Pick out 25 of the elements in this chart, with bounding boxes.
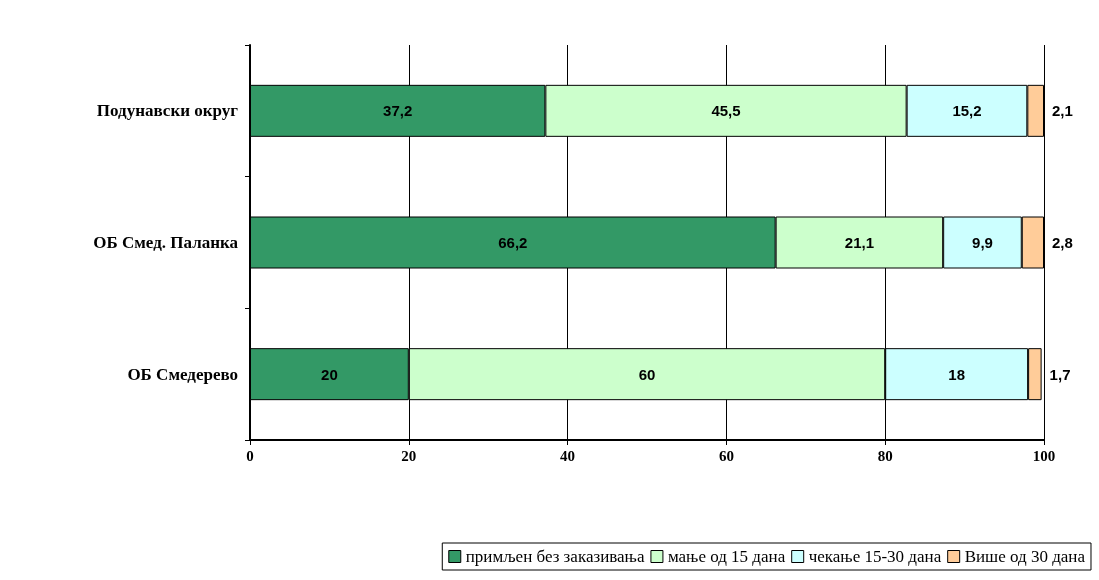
y-tick-label: ОБ Смедерево	[127, 364, 238, 384]
y-tick-label: Подунавски округ	[96, 101, 239, 121]
data-label: 66,2	[498, 234, 528, 251]
data-label: 60	[638, 365, 656, 383]
x-tick-label: 40	[560, 447, 576, 464]
x-tick-label: 20	[401, 447, 417, 464]
data-label: 45,5	[711, 102, 741, 120]
legend-label: Више од 30 дана	[964, 547, 1086, 566]
y-tick-label: ОБ Смед. Паланка	[93, 233, 239, 252]
x-tick-label: 60	[718, 447, 734, 464]
data-label: 37,2	[383, 102, 413, 120]
legend-label: примљен без заказивања	[465, 547, 645, 566]
data-label: 1,7	[1049, 365, 1071, 383]
x-tick-label: 100	[1032, 447, 1056, 464]
data-label: 21,1	[844, 234, 874, 251]
data-label: 9,9	[972, 234, 993, 251]
data-label: 15,2	[952, 102, 982, 120]
data-label: 20	[321, 365, 338, 383]
legend-label: мање од 15 дана	[667, 547, 786, 566]
data-label: 18	[948, 365, 965, 383]
x-tick-label: 0	[246, 447, 254, 464]
x-tick-label: 80	[877, 447, 893, 464]
legend-label: чекање 15-30 дана	[808, 547, 942, 566]
data-label: 2,1	[1052, 102, 1073, 120]
data-label: 2,8	[1052, 234, 1073, 251]
